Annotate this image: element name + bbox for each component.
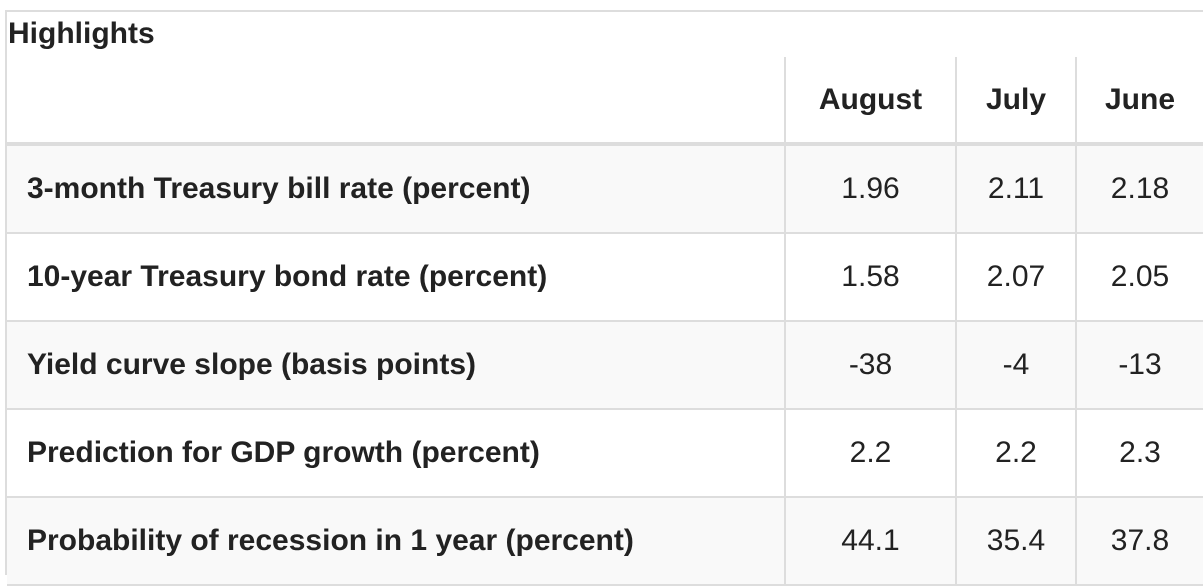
cell-august: 1.96	[784, 144, 956, 234]
cell-july: 2.2	[955, 409, 1076, 498]
cell-august: -38	[784, 321, 956, 410]
table-row: Prediction for GDP growth (percent) 2.2 …	[7, 409, 1203, 498]
row-label: 3-month Treasury bill rate (percent)	[7, 144, 785, 234]
table-row: Yield curve slope (basis points) -38 -4 …	[7, 321, 1203, 410]
column-header-june: June	[1075, 57, 1203, 146]
row-label: Probability of recession in 1 year (perc…	[7, 497, 785, 586]
row-label: 10-year Treasury bond rate (percent)	[7, 233, 785, 322]
cell-june: 2.18	[1075, 144, 1203, 234]
cell-july: 2.07	[955, 233, 1076, 322]
cell-june: 37.8	[1075, 497, 1203, 586]
table-row: 10-year Treasury bond rate (percent) 1.5…	[7, 233, 1203, 322]
table-row: Probability of recession in 1 year (perc…	[7, 497, 1203, 586]
row-label: Yield curve slope (basis points)	[7, 321, 785, 410]
column-header-august: August	[784, 57, 956, 146]
cell-june: 2.05	[1075, 233, 1203, 322]
row-label: Prediction for GDP growth (percent)	[7, 409, 785, 498]
header-blank-cell	[7, 57, 785, 146]
cell-august: 44.1	[784, 497, 956, 586]
cell-july: 35.4	[955, 497, 1076, 586]
cell-june: 2.3	[1075, 409, 1203, 498]
column-header-july: July	[955, 57, 1076, 146]
highlights-table: August July June 3-month Treasury bill r…	[7, 57, 1203, 586]
table-row: 3-month Treasury bill rate (percent) 1.9…	[7, 144, 1203, 234]
cell-august: 2.2	[784, 409, 956, 498]
cell-july: -4	[955, 321, 1076, 410]
cell-july: 2.11	[955, 144, 1076, 234]
header-row: August July June	[7, 57, 1203, 146]
table-caption: Highlights	[8, 17, 155, 50]
table-frame	[5, 10, 1203, 575]
cell-june: -13	[1075, 321, 1203, 410]
cell-august: 1.58	[784, 233, 956, 322]
